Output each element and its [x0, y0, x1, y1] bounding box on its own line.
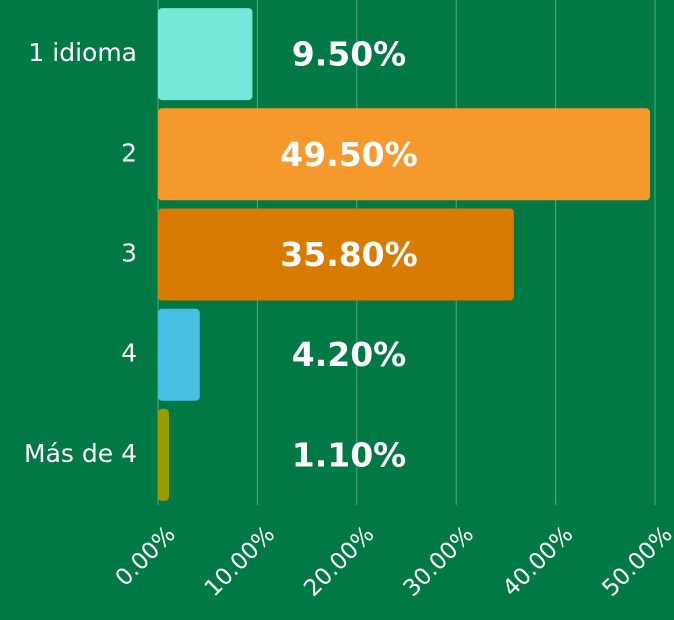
y-tick-label: Más de 4	[24, 439, 137, 468]
y-tick-label: 4	[121, 339, 137, 368]
x-tick-label: 10.00%	[200, 521, 280, 601]
bar	[158, 208, 514, 301]
value-label: 4.20%	[292, 335, 407, 374]
x-tick-label: 20.00%	[299, 521, 379, 601]
x-tick-label: 50.00%	[597, 521, 674, 601]
bar	[158, 108, 651, 201]
bar	[158, 8, 253, 101]
value-label: 35.80%	[280, 235, 417, 274]
bar	[158, 408, 169, 501]
x-tick-label: 40.00%	[498, 521, 578, 601]
y-tick-label: 3	[121, 239, 137, 268]
y-tick-label: 1 idioma	[28, 38, 137, 67]
x-tick-label: 0.00%	[111, 521, 181, 591]
x-tick-label: 30.00%	[399, 521, 479, 601]
value-label: 9.50%	[292, 35, 407, 74]
bar	[158, 308, 200, 401]
y-tick-label: 2	[121, 138, 137, 167]
value-label: 1.10%	[292, 435, 407, 474]
value-label: 49.50%	[280, 135, 417, 174]
